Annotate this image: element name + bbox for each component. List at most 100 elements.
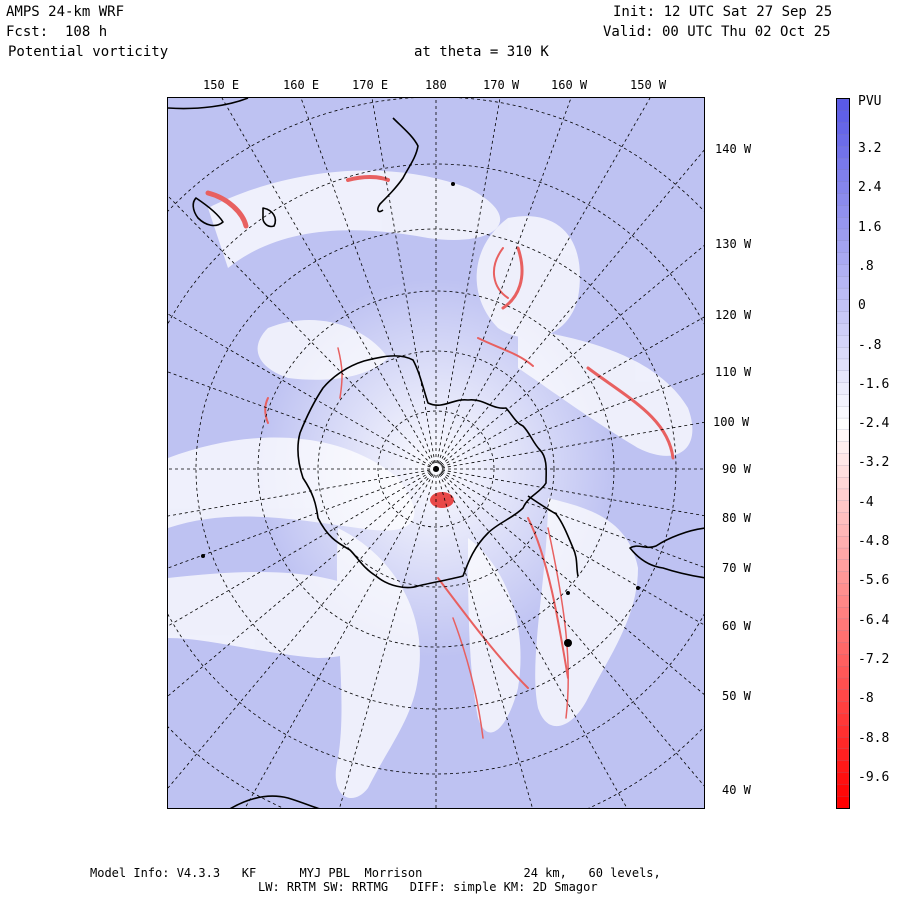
colorbar-swatch [836, 666, 850, 679]
lon-label-top: 160 W [551, 78, 588, 92]
colorbar-swatch [836, 500, 850, 514]
colorbar-swatch [836, 571, 850, 585]
colorbar-unit: PVU [858, 94, 882, 109]
lon-label-right: 60 W [722, 619, 751, 633]
lon-label-right: 140 W [715, 142, 752, 156]
pv-core-red [430, 492, 454, 508]
colorbar-swatch [836, 205, 850, 218]
colorbar-label: -8.8 [858, 730, 890, 746]
colorbar-label: -4 [858, 494, 874, 510]
colorbar-label: 0 [858, 298, 866, 314]
lon-label-right: 50 W [722, 689, 751, 703]
colorbar-label: 1.6 [858, 219, 882, 235]
colorbar-swatch [836, 583, 850, 596]
colorbar-swatch [836, 134, 850, 147]
colorbar-swatch [836, 725, 850, 738]
colorbar-swatch [836, 181, 850, 195]
colorbar-label: -4.8 [858, 534, 890, 549]
colorbar-swatch [836, 713, 850, 726]
colorbar-swatch [836, 382, 850, 396]
colorbar-label: 2.4 [858, 180, 882, 196]
colorbar-swatch [836, 607, 850, 620]
colorbar-swatch [836, 512, 850, 525]
lon-label-top: 160 E [283, 78, 320, 92]
colorbar-swatch [836, 394, 850, 407]
lon-label-top: 170 W [483, 78, 520, 92]
colorbar-swatch [836, 784, 850, 797]
colorbar-swatch [836, 429, 850, 443]
lon-label-top: 180 [425, 78, 447, 92]
colorbar-swatch [836, 547, 850, 561]
colorbar-swatch [836, 654, 850, 667]
colorbar-swatch [836, 760, 850, 774]
colorbar-label: -2.4 [858, 416, 890, 432]
colorbar-swatch [836, 110, 850, 124]
colorbar-label: .8 [858, 258, 874, 274]
model-info-line1: Model Info: V4.3.3 KF MYJ PBL Morrison 2… [90, 866, 661, 880]
lon-label-right: 70 W [722, 561, 751, 575]
colorbar-swatch [836, 406, 850, 419]
meridians [168, 98, 704, 808]
lon-label-right: 120 W [715, 308, 752, 322]
colorbar-swatch [836, 488, 850, 502]
pv-red-filaments [205, 175, 675, 739]
colorbar-label: -6.4 [858, 612, 890, 628]
lon-label-right: 100 W [713, 415, 750, 429]
colorbar-swatch [836, 264, 850, 277]
colorbar-swatch [836, 559, 850, 573]
colorbar-swatch [836, 252, 850, 266]
colorbar-swatch [836, 736, 850, 750]
init-time: Init: 12 UTC Sat 27 Sep 25 [613, 4, 833, 20]
colorbar-label: -9.6 [858, 769, 890, 785]
colorbar-swatch [836, 689, 850, 703]
lon-label-right: 80 W [722, 511, 751, 525]
colorbar-swatch [836, 524, 850, 537]
colorbar-swatch [836, 299, 850, 313]
lon-label-top: 150 E [203, 78, 240, 92]
lon-label-right: 130 W [715, 237, 752, 251]
colorbar-swatch [836, 122, 850, 136]
lon-label-right: 90 W [722, 462, 751, 476]
colorbar-swatch [836, 453, 850, 466]
colorbar-swatch [836, 358, 850, 372]
colorbar-swatch [836, 146, 850, 159]
colorbar-swatch [836, 465, 850, 478]
model-info-line2: LW: RRTM SW: RRTMG DIFF: simple KM: 2D S… [258, 880, 598, 894]
lon-label-right: 40 W [722, 783, 751, 797]
lon-label-right: 110 W [715, 365, 752, 379]
colorbar-label: -5.6 [858, 573, 890, 589]
colorbar-swatch [836, 595, 850, 608]
colorbar-swatch [836, 630, 850, 644]
colorbar-swatch [836, 193, 850, 206]
lon-label-top: 150 W [630, 78, 667, 92]
pv-map [168, 98, 704, 808]
coastlines [168, 98, 704, 808]
colorbar-label: 3.2 [858, 141, 882, 156]
colorbar-label: -.8 [858, 337, 882, 353]
forecast-hour: Fcst: 108 h [6, 24, 108, 40]
colorbar-swatch [836, 477, 850, 490]
colorbar-swatch [836, 536, 850, 549]
colorbar-label: -7.2 [858, 651, 890, 667]
colorbar-label: -8 [858, 691, 874, 707]
colorbar-swatch [836, 311, 850, 325]
colorbar-swatch [836, 98, 850, 112]
colorbar-swatch [836, 441, 850, 455]
colorbar-swatch [836, 642, 850, 655]
valid-time: Valid: 00 UTC Thu 02 Oct 25 [603, 24, 831, 40]
colorbar-swatch [836, 417, 850, 431]
colorbar-swatches [836, 98, 850, 809]
colorbar-swatch [836, 701, 850, 715]
colorbar-label: -1.6 [858, 376, 890, 392]
field-name: Potential vorticity [8, 44, 169, 60]
lon-label-top: 170 E [352, 78, 389, 92]
colorbar-swatch [836, 240, 850, 254]
colorbar [836, 98, 850, 809]
colorbar-swatch [836, 217, 850, 230]
colorbar-swatch [836, 287, 850, 301]
colorbar-swatch [836, 157, 850, 171]
model-title: AMPS 24-km WRF [6, 4, 125, 20]
isentropic-level: at theta = 310 K [414, 44, 549, 60]
colorbar-swatch [836, 335, 850, 348]
